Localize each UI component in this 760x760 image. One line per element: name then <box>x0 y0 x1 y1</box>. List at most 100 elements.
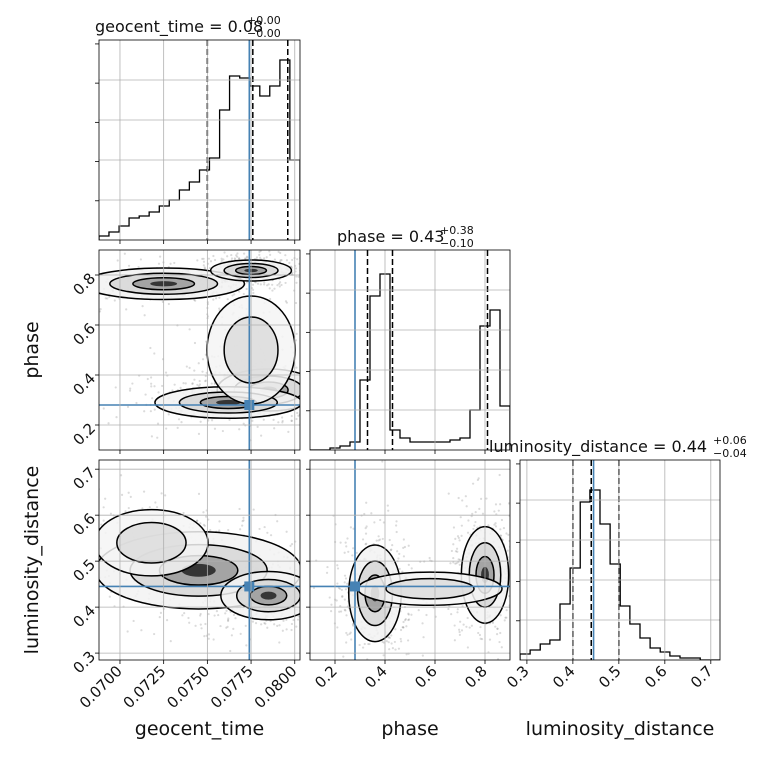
sample-point <box>340 402 342 404</box>
sample-point <box>344 594 346 596</box>
sample-point <box>312 381 314 383</box>
sample-point <box>511 625 513 627</box>
sample-point <box>129 495 132 499</box>
sample-point <box>315 382 317 384</box>
sample-point <box>362 646 365 649</box>
y-tick-label-phase: 0.6 <box>69 319 99 349</box>
sample-point <box>197 385 201 388</box>
sample-point <box>127 491 130 494</box>
sample-point <box>284 281 287 285</box>
sample-point <box>359 665 361 667</box>
sample-point <box>188 621 191 624</box>
sample-point <box>68 270 70 272</box>
sample-point <box>217 613 220 617</box>
sample-point <box>382 521 385 524</box>
sample-point <box>126 630 129 633</box>
sample-point <box>478 507 481 510</box>
sample-point <box>306 362 308 364</box>
hist-bar <box>260 96 270 240</box>
sample-point <box>515 649 517 651</box>
sample-point <box>458 628 461 631</box>
sample-point <box>254 281 257 284</box>
sample-point <box>338 587 342 590</box>
grid-v-phase_vs_geocent_time <box>119 250 296 450</box>
sample-point <box>198 383 202 386</box>
sample-point <box>343 551 346 554</box>
sample-point <box>491 621 495 624</box>
hist-phase <box>310 250 510 450</box>
sample-point <box>324 602 326 604</box>
sample-point <box>554 560 556 562</box>
sample-point <box>505 616 508 619</box>
sample-point <box>329 590 331 592</box>
sample-point <box>314 239 316 241</box>
hist-outline-luminosity_distance <box>520 489 720 660</box>
hist-bar <box>570 568 580 660</box>
sample-point <box>150 382 153 385</box>
sample-point <box>340 371 342 373</box>
sample-point <box>358 671 360 673</box>
sample-point <box>302 507 304 509</box>
sample-point <box>296 411 299 415</box>
sample-point <box>464 661 466 663</box>
sample-point <box>336 589 338 591</box>
sample-point <box>56 280 58 282</box>
sample-point <box>458 630 461 634</box>
sample-point <box>302 581 304 583</box>
sample-point <box>402 546 405 550</box>
sample-point <box>465 625 468 628</box>
sample-point <box>347 263 349 265</box>
sample-point <box>407 612 410 615</box>
sample-point <box>184 382 187 385</box>
sample-point <box>156 422 160 425</box>
sample-point <box>320 599 322 601</box>
sample-point <box>295 275 298 278</box>
sample-point <box>10 578 12 580</box>
sample-point <box>62 287 64 289</box>
sample-point <box>307 325 309 327</box>
sample-point <box>398 552 401 555</box>
sample-point <box>349 526 352 529</box>
sample-point <box>37 291 39 293</box>
sample-point <box>466 616 469 620</box>
ylabel-luminosity-distance: luminosity_distance <box>21 466 43 655</box>
sample-point <box>164 494 167 497</box>
sample-point <box>381 537 384 541</box>
sample-point <box>290 543 294 546</box>
sample-point <box>183 612 186 615</box>
ylabel-phase: phase <box>21 321 43 378</box>
sample-point <box>266 284 269 287</box>
sample-point <box>449 562 452 565</box>
sample-point <box>137 265 140 269</box>
hist-bar <box>129 218 139 240</box>
sample-point <box>503 619 506 622</box>
sample-point <box>301 582 303 584</box>
sample-point <box>301 287 303 289</box>
sample-point <box>279 259 282 262</box>
sample-point <box>352 527 355 530</box>
sample-point <box>393 640 396 644</box>
sample-point <box>560 596 562 598</box>
sample-point <box>221 429 224 433</box>
sample-point <box>343 608 346 611</box>
sample-point <box>153 632 156 636</box>
sample-point <box>153 352 156 355</box>
sample-point <box>226 298 229 301</box>
sample-point <box>457 558 460 561</box>
hist-grid-h-geocent_time <box>99 79 300 201</box>
sample-point <box>204 622 207 626</box>
sample-point <box>232 613 236 617</box>
sample-point <box>403 545 407 549</box>
sample-point <box>242 519 245 522</box>
sample-point <box>46 301 48 303</box>
sample-point <box>325 600 327 602</box>
sample-point <box>90 257 92 259</box>
sample-point <box>173 261 176 265</box>
sample-point <box>308 404 310 406</box>
sample-point <box>336 602 338 604</box>
hist-bar <box>450 440 460 450</box>
hist-bar <box>400 438 410 450</box>
x-tick-label-phase: 0.4 <box>361 662 391 692</box>
sample-point <box>115 416 118 419</box>
sample-point <box>401 626 404 629</box>
